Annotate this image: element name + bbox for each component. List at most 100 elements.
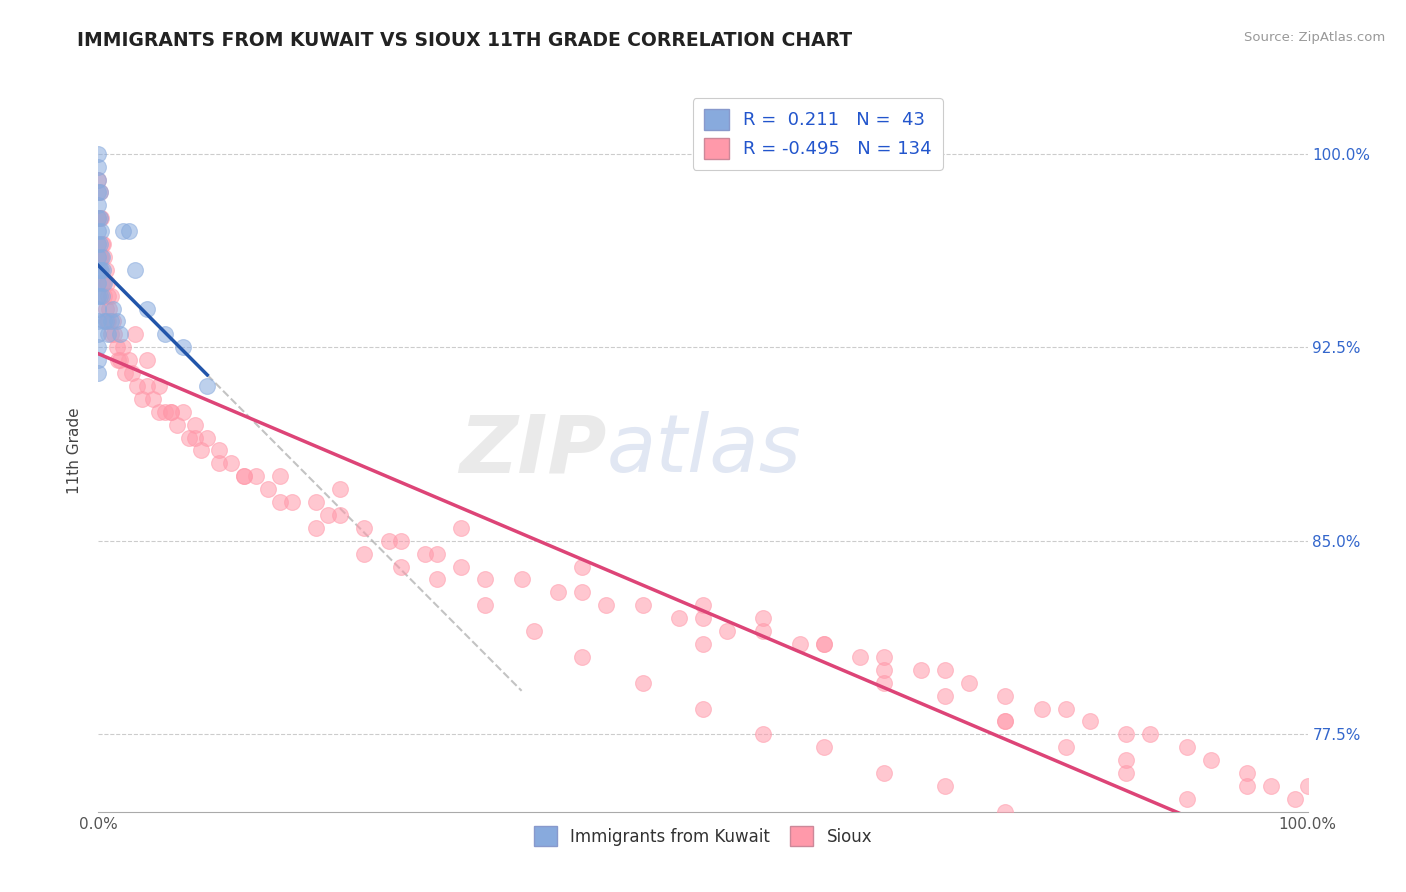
- Point: [813, 637, 835, 651]
- Point: [124, 327, 146, 342]
- Point: [93, 288, 115, 302]
- Point: [934, 663, 956, 677]
- Point: [97, 288, 120, 302]
- Point: [245, 469, 267, 483]
- Point: [91, 288, 114, 302]
- Point: [87, 211, 110, 226]
- Point: [377, 533, 399, 548]
- Point: [873, 675, 896, 690]
- Point: [87, 301, 110, 316]
- Point: [281, 495, 304, 509]
- Point: [160, 405, 183, 419]
- Point: [571, 585, 593, 599]
- Point: [90, 250, 112, 264]
- Point: [1199, 753, 1222, 767]
- Point: [100, 327, 122, 342]
- Point: [813, 637, 835, 651]
- Point: [87, 186, 110, 200]
- Point: [873, 663, 896, 677]
- Point: [118, 224, 141, 238]
- Point: [91, 237, 114, 252]
- Point: [1260, 779, 1282, 793]
- Point: [195, 379, 218, 393]
- Point: [89, 211, 111, 226]
- Point: [111, 340, 134, 354]
- Point: [1175, 740, 1198, 755]
- Point: [450, 559, 472, 574]
- Point: [127, 379, 149, 393]
- Point: [90, 224, 112, 238]
- Point: [124, 263, 146, 277]
- Point: [89, 250, 111, 264]
- Point: [101, 301, 124, 316]
- Point: [94, 314, 117, 328]
- Point: [413, 547, 436, 561]
- Point: [114, 366, 136, 380]
- Point: [631, 599, 654, 613]
- Point: [105, 340, 128, 354]
- Point: [269, 469, 291, 483]
- Point: [957, 675, 980, 690]
- Point: [1296, 830, 1319, 845]
- Point: [87, 276, 110, 290]
- Point: [89, 263, 111, 277]
- Point: [135, 353, 157, 368]
- Point: [1296, 779, 1319, 793]
- Point: [87, 211, 110, 226]
- Point: [813, 740, 835, 755]
- Point: [96, 276, 118, 290]
- Point: [873, 649, 896, 664]
- Text: IMMIGRANTS FROM KUWAIT VS SIOUX 11TH GRADE CORRELATION CHART: IMMIGRANTS FROM KUWAIT VS SIOUX 11TH GRA…: [77, 31, 852, 50]
- Point: [1115, 830, 1137, 845]
- Point: [160, 405, 183, 419]
- Point: [752, 611, 775, 625]
- Point: [121, 366, 143, 380]
- Point: [100, 288, 122, 302]
- Point: [97, 327, 120, 342]
- Point: [153, 327, 176, 342]
- Point: [389, 559, 412, 574]
- Point: [153, 405, 176, 419]
- Point: [934, 779, 956, 793]
- Point: [474, 573, 496, 587]
- Point: [426, 573, 449, 587]
- Point: [118, 353, 141, 368]
- Point: [1115, 766, 1137, 780]
- Point: [87, 172, 110, 186]
- Point: [107, 353, 129, 368]
- Point: [179, 431, 201, 445]
- Point: [873, 766, 896, 780]
- Point: [232, 469, 254, 483]
- Point: [1236, 779, 1258, 793]
- Point: [1236, 766, 1258, 780]
- Text: ZIP: ZIP: [458, 411, 606, 490]
- Point: [692, 701, 714, 715]
- Point: [190, 443, 212, 458]
- Text: Source: ZipAtlas.com: Source: ZipAtlas.com: [1244, 31, 1385, 45]
- Point: [1296, 869, 1319, 883]
- Point: [692, 637, 714, 651]
- Point: [668, 611, 690, 625]
- Point: [87, 340, 110, 354]
- Point: [87, 263, 110, 277]
- Point: [148, 405, 170, 419]
- Point: [789, 637, 811, 651]
- Point: [934, 689, 956, 703]
- Point: [1054, 740, 1077, 755]
- Point: [1115, 727, 1137, 741]
- Point: [91, 237, 114, 252]
- Point: [148, 379, 170, 393]
- Point: [195, 431, 218, 445]
- Point: [716, 624, 738, 639]
- Point: [994, 714, 1017, 729]
- Point: [1236, 817, 1258, 831]
- Point: [101, 314, 124, 328]
- Point: [631, 675, 654, 690]
- Point: [108, 327, 131, 342]
- Point: [450, 521, 472, 535]
- Point: [353, 547, 375, 561]
- Point: [93, 250, 115, 264]
- Point: [547, 585, 569, 599]
- Point: [1115, 753, 1137, 767]
- Point: [87, 366, 110, 380]
